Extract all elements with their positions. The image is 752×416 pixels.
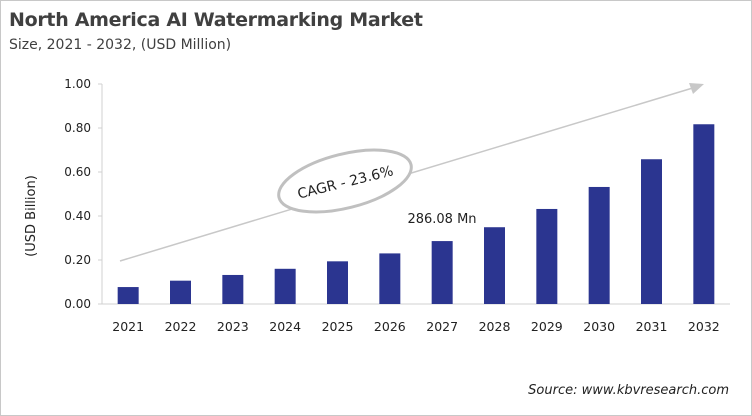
x-tick-label: 2026 (374, 319, 406, 334)
y-tick-label: 0.60 (64, 165, 91, 179)
x-tick-label: 2031 (636, 319, 668, 334)
bar-2021 (117, 287, 139, 304)
x-tick-label: 2030 (583, 319, 615, 334)
chart-subtitle: Size, 2021 - 2032, (USD Million) (9, 37, 232, 53)
bar-2031 (641, 159, 662, 304)
bar-2024 (274, 268, 296, 304)
y-tick-label: 1.00 (64, 77, 91, 91)
value-label-2027: 286.08 Mn (407, 212, 476, 227)
cagr-ellipse (277, 148, 413, 214)
bar-2029 (536, 208, 558, 304)
x-tick-label: 2029 (531, 319, 563, 334)
y-axis-label: (USD Billion) (24, 175, 39, 257)
chart-title: North America AI Watermarking Market (9, 9, 423, 31)
y-tick-label: 0.20 (64, 253, 91, 267)
bar-2026 (379, 253, 401, 304)
bar-2023 (222, 274, 244, 304)
x-tick-label: 2025 (322, 319, 354, 334)
x-tick-label: 2027 (426, 319, 458, 334)
x-tick-label: 2022 (165, 319, 197, 334)
x-tick-label: 2032 (688, 319, 720, 334)
bar-2028 (484, 227, 505, 304)
x-tick-label: 2028 (479, 319, 511, 334)
y-tick-label: 0.80 (64, 121, 91, 135)
bar-2027 (431, 241, 453, 304)
x-tick-label: 2021 (112, 319, 144, 334)
source-note: Source: www.kbvresearch.com (528, 383, 729, 398)
y-tick-label: 0.40 (64, 209, 91, 223)
bar-2030 (588, 186, 610, 304)
y-tick-label: 0.00 (64, 297, 91, 311)
x-tick-label: 2023 (217, 319, 249, 334)
trend-arrow-head (689, 83, 704, 94)
bar-2022 (170, 280, 191, 304)
bar-2032 (693, 124, 715, 304)
bar-2025 (327, 261, 348, 304)
x-tick-label: 2024 (269, 319, 301, 334)
